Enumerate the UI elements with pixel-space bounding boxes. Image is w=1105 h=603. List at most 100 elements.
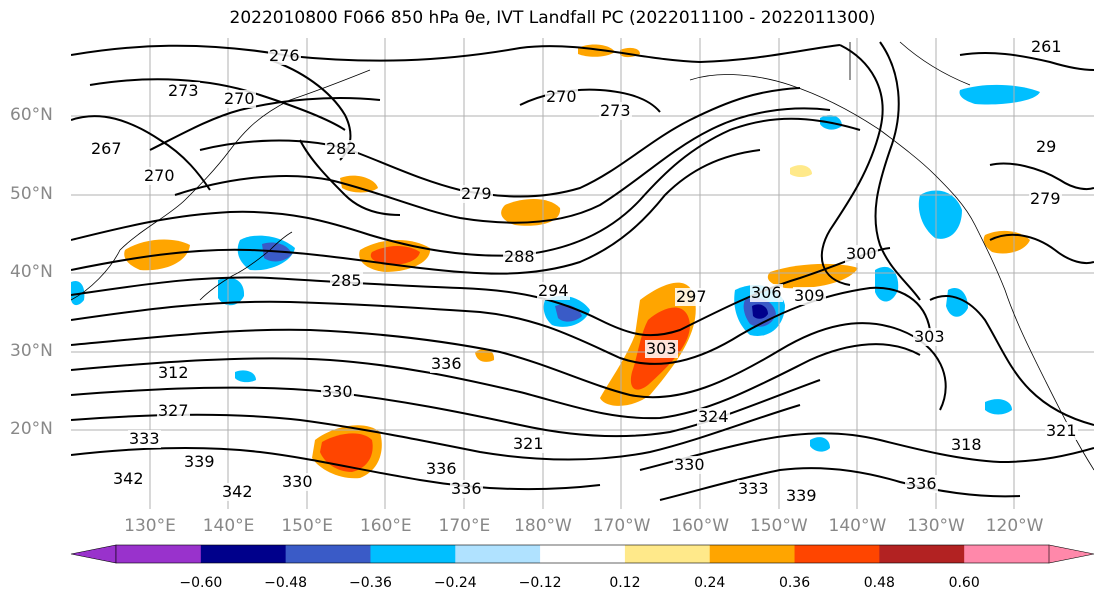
contour-label: 333 — [737, 479, 770, 498]
negative-anomaly-patch — [810, 437, 830, 452]
contour-label: 29 — [1035, 137, 1058, 156]
contour-label: 276 — [268, 46, 301, 65]
coastlines — [71, 41, 1094, 471]
colorbar-tick-label: −0.12 — [518, 575, 562, 591]
colorbar-tick-label: 0.36 — [778, 575, 811, 591]
negative-anomaly-patch — [218, 277, 245, 306]
positive-anomaly-patch — [340, 175, 378, 193]
negative-anomaly-patch — [946, 288, 968, 317]
longitude-label: 140°W — [828, 516, 887, 536]
contour-label: 342 — [112, 469, 145, 488]
contour-label: 330 — [673, 455, 706, 474]
contour-label: 342 — [221, 482, 254, 501]
colorbar-segment — [709, 545, 796, 563]
latitude-label: 30°N — [10, 341, 53, 361]
longitude-label: 180°W — [514, 516, 572, 536]
contour-label: 285 — [330, 271, 363, 290]
contour-label: 321 — [512, 434, 545, 453]
contour-label: 336 — [905, 474, 938, 493]
positive-anomaly-patch — [790, 165, 812, 177]
positive-anomaly-patch — [370, 246, 420, 266]
longitude-label: 130°E — [124, 516, 176, 536]
contour-label: 327 — [157, 401, 190, 420]
colorbar-tick-label: 0.48 — [863, 575, 895, 591]
contour-label: 288 — [503, 247, 536, 266]
latitude-label: 40°N — [10, 262, 53, 282]
positive-anomaly-patch — [983, 230, 1030, 254]
longitude-label: 150°E — [281, 516, 334, 536]
colorbar-segment — [540, 545, 626, 563]
contour-label: 324 — [697, 407, 730, 426]
colorbar-segment — [964, 545, 1050, 563]
shading-layer — [71, 44, 1040, 479]
negative-anomaly-patch — [918, 190, 962, 239]
colorbar-segment — [624, 545, 711, 563]
colorbar-segment — [370, 545, 456, 563]
contour-label: 330 — [281, 472, 314, 491]
contour-label: 270 — [545, 87, 578, 106]
contour-label: 303 — [913, 327, 946, 346]
positive-anomaly-patch — [767, 263, 858, 289]
colorbar-tick-label: 0.12 — [609, 575, 641, 591]
contour-label: 309 — [793, 286, 826, 305]
longitude-label: 120°W — [985, 516, 1044, 536]
colorbar-tick-label: −0.60 — [179, 575, 223, 591]
positive-anomaly-patch — [501, 199, 561, 226]
contour-label: 279 — [1029, 189, 1062, 208]
contour-label: 294 — [537, 281, 570, 300]
contour-label: 303 — [645, 339, 678, 358]
colorbar-frame — [115, 544, 1050, 564]
colorbar-tick-label: −0.36 — [349, 575, 392, 591]
latitude-label: 20°N — [10, 419, 53, 439]
longitude-label: 160°W — [671, 516, 730, 536]
contour-label: 282 — [325, 139, 358, 158]
longitude-label: 170°W — [592, 516, 651, 536]
contour-label: 279 — [460, 184, 493, 203]
positive-anomaly-patch — [320, 433, 373, 472]
contour-label: 270 — [223, 89, 256, 108]
colorbar-segment — [455, 545, 541, 563]
colorbar-tick-label: 0.24 — [694, 575, 726, 591]
colorbar-tick-label: −0.24 — [433, 575, 477, 591]
colorbar-segment — [794, 545, 880, 563]
contour-label: 336 — [450, 479, 483, 498]
longitude-label: 130°W — [907, 516, 965, 536]
contour-label: 339 — [183, 452, 216, 471]
longitude-label: 140°E — [202, 516, 255, 536]
colorbar-segment — [200, 545, 287, 563]
contour-label: 273 — [167, 81, 200, 100]
longitude-label: 170°E — [438, 516, 491, 536]
negative-anomaly-patch — [985, 399, 1012, 415]
longitude-label: 160°E — [359, 516, 412, 536]
contour-label: 330 — [321, 382, 354, 401]
contour-label: 306 — [750, 283, 783, 302]
latitude-label: 50°N — [10, 184, 53, 204]
map-title: 2022010800 F066 850 hPa θe, IVT Landfall… — [229, 8, 876, 28]
colorbar-segment — [285, 545, 371, 563]
contour-label: 312 — [157, 363, 190, 382]
colorbar-tick-label: 0.60 — [948, 575, 980, 591]
contour-label: 321 — [1045, 421, 1078, 440]
latitude-label: 60°N — [10, 105, 53, 125]
contour-label: 267 — [90, 139, 123, 158]
negative-anomaly-patch — [752, 304, 768, 319]
contour-label: 339 — [785, 486, 818, 505]
negative-anomaly-patch — [875, 266, 899, 302]
contour-label: 333 — [128, 429, 161, 448]
colorbar-extend-high — [1048, 544, 1095, 564]
negative-anomaly-patch — [235, 370, 256, 383]
contour-label: 336 — [425, 459, 458, 478]
contour-label: 273 — [599, 101, 632, 120]
colorbar-tick-label: −0.48 — [264, 575, 308, 591]
colorbar — [70, 544, 1095, 564]
colorbar-segment — [879, 545, 965, 563]
contour-label: 300 — [845, 244, 878, 263]
contour-label: 261 — [1030, 37, 1063, 56]
contour-label: 336 — [430, 354, 463, 373]
longitude-label: 150°W — [749, 516, 808, 536]
contour-label: 297 — [675, 287, 708, 306]
contour-label: 318 — [950, 435, 983, 454]
contour-label: 270 — [143, 166, 176, 185]
colorbar-extend-low — [70, 544, 117, 564]
